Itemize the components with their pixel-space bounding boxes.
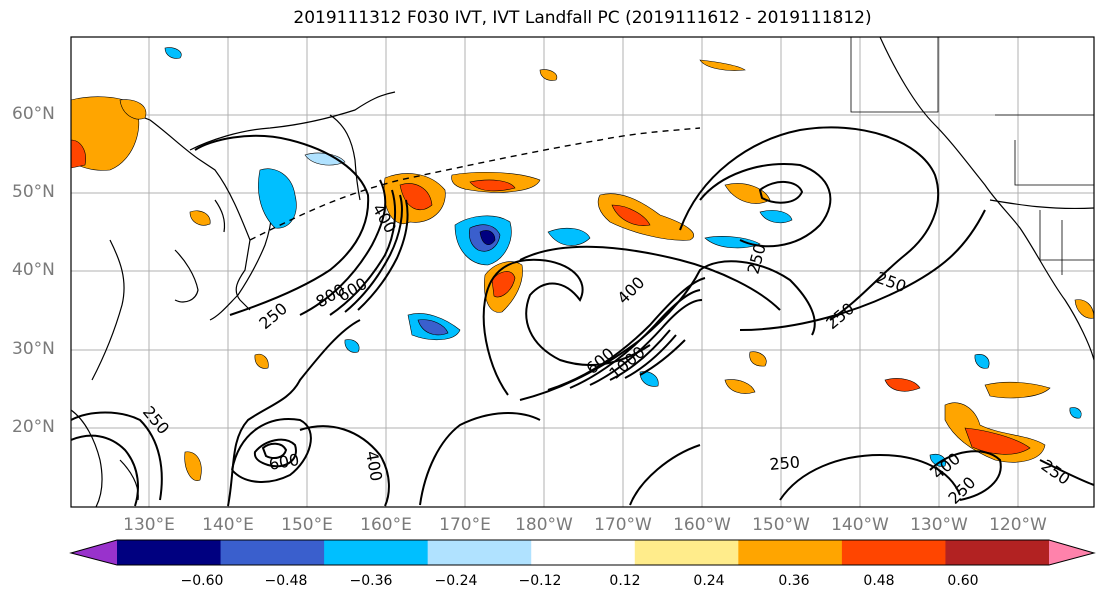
shaded-anomalies [71, 47, 1094, 481]
map-background [71, 37, 1094, 507]
borders [850, 37, 1094, 275]
lat-label: 40°N [12, 260, 55, 280]
gridlines [71, 37, 1094, 507]
lon-label: 130°W [910, 515, 968, 535]
colorbar-tick-label: −0.60 [180, 573, 224, 589]
colorbar-tick-label: −0.24 [434, 573, 478, 589]
map-title: 2019111312 F030 IVT, IVT Landfall PC (20… [293, 8, 872, 28]
colorbar-tick-label: −0.12 [518, 573, 562, 589]
dashed-track [249, 127, 701, 241]
lon-label: 180°W [515, 515, 573, 535]
lon-label: 150°W [752, 515, 810, 535]
lon-label: 170°W [594, 515, 652, 535]
ivt-contours [71, 126, 1094, 507]
lon-label: 170°E [439, 515, 491, 535]
lon-label: 130°E [123, 515, 175, 535]
lat-label: 20°N [12, 417, 55, 437]
lon-label: 120°W [989, 515, 1047, 535]
map-frame [70, 36, 1095, 508]
colorbar-tick-label: 0.24 [693, 573, 725, 589]
lat-label: 30°N [12, 339, 55, 359]
lon-label: 140°E [202, 515, 254, 535]
colorbar-tick-label: −0.48 [264, 573, 308, 589]
contour-label: 250 [769, 452, 801, 474]
lat-label: 50°N [12, 182, 55, 202]
lon-label: 150°E [281, 515, 333, 535]
colorbar-tick-label: 0.36 [778, 573, 810, 589]
lon-label: 160°W [673, 515, 731, 535]
lon-label: 140°W [831, 515, 889, 535]
colorbar-tick-label: 0.12 [609, 573, 641, 589]
lat-label: 60°N [12, 104, 55, 124]
colorbar-tick-label: −0.36 [349, 573, 393, 589]
colorbar-tick-label: 0.60 [947, 573, 979, 589]
lon-label: 160°E [360, 515, 412, 535]
colorbar-tick-label: 0.48 [863, 573, 895, 589]
